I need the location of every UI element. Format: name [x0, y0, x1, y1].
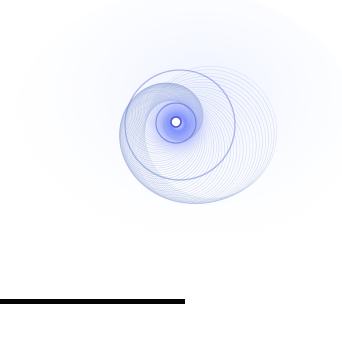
spiral-circle: [139, 86, 257, 204]
spiral-circle: [140, 84, 260, 204]
baseline-bar: [0, 299, 185, 304]
spiral-circle: [141, 81, 263, 204]
spiral-eye: [170, 116, 182, 128]
spiral-core-ring-inner: [155, 102, 197, 144]
spiral-core-ring: [124, 69, 236, 181]
